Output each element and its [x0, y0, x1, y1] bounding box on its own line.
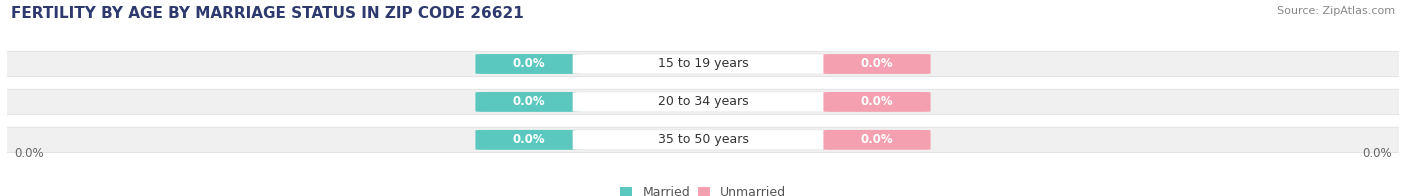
Text: 0.0%: 0.0%	[860, 57, 893, 71]
FancyBboxPatch shape	[572, 92, 834, 112]
FancyBboxPatch shape	[824, 92, 931, 112]
Text: 0.0%: 0.0%	[513, 57, 546, 71]
Text: 0.0%: 0.0%	[513, 133, 546, 146]
FancyBboxPatch shape	[572, 54, 834, 74]
Text: FERTILITY BY AGE BY MARRIAGE STATUS IN ZIP CODE 26621: FERTILITY BY AGE BY MARRIAGE STATUS IN Z…	[11, 6, 524, 21]
Text: 20 to 34 years: 20 to 34 years	[658, 95, 748, 108]
Text: 35 to 50 years: 35 to 50 years	[658, 133, 748, 146]
Text: 0.0%: 0.0%	[513, 95, 546, 108]
Text: 0.0%: 0.0%	[14, 147, 44, 160]
FancyBboxPatch shape	[572, 130, 834, 150]
Text: 0.0%: 0.0%	[860, 95, 893, 108]
FancyBboxPatch shape	[0, 89, 1406, 115]
FancyBboxPatch shape	[475, 130, 582, 150]
FancyBboxPatch shape	[824, 54, 931, 74]
FancyBboxPatch shape	[0, 127, 1406, 152]
FancyBboxPatch shape	[824, 130, 931, 150]
Text: 15 to 19 years: 15 to 19 years	[658, 57, 748, 71]
FancyBboxPatch shape	[475, 54, 582, 74]
Text: Source: ZipAtlas.com: Source: ZipAtlas.com	[1277, 6, 1395, 16]
FancyBboxPatch shape	[0, 51, 1406, 77]
Text: 0.0%: 0.0%	[1362, 147, 1392, 160]
FancyBboxPatch shape	[475, 92, 582, 112]
Text: 0.0%: 0.0%	[860, 133, 893, 146]
Legend: Married, Unmarried: Married, Unmarried	[620, 186, 786, 196]
